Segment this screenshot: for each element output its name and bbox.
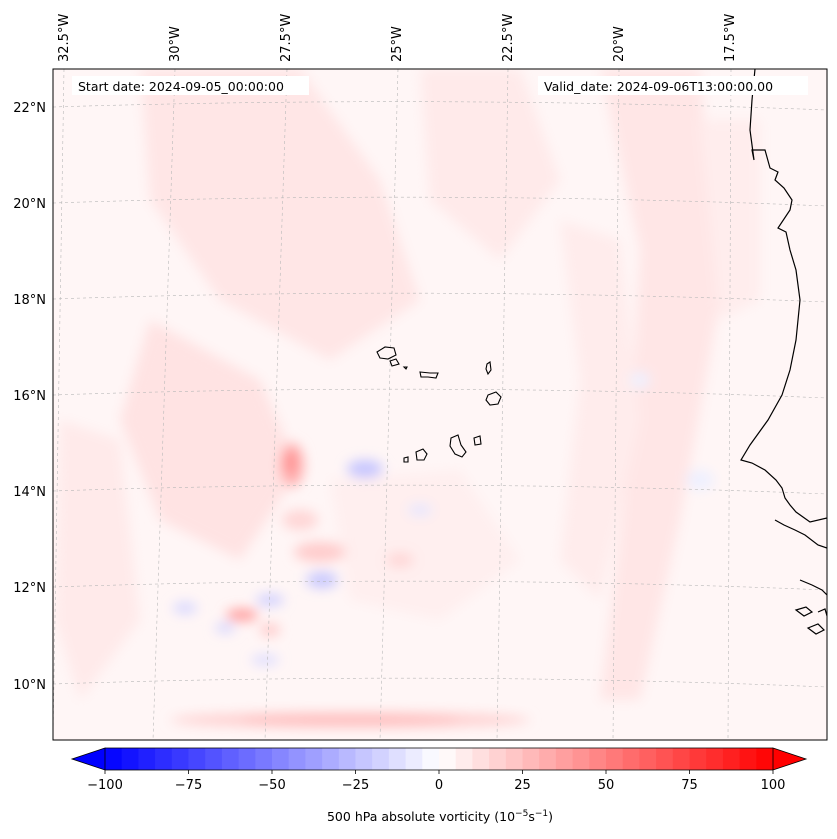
colorbar-bin — [455, 748, 473, 770]
colorbar-tick-label: 75 — [681, 778, 698, 793]
island-maio — [473, 435, 482, 446]
start-date-label: Start date: 2024-09-05_00:00:00 — [78, 79, 284, 94]
start-date-box — [72, 76, 309, 95]
colorbar-tick-label: −25 — [342, 778, 369, 793]
colorbar-bin — [238, 748, 256, 770]
lon-label-25w: 25°W — [390, 26, 405, 62]
colorbar-tick-label: 0 — [435, 778, 443, 793]
colorbar-tick-label: −75 — [175, 778, 202, 793]
vorticity-field — [55, 69, 760, 728]
cape-verde-islands — [376, 346, 502, 463]
colorbar-bin — [439, 748, 457, 770]
lat-label-18n: 18°N — [13, 293, 46, 308]
island-boa-vista — [485, 391, 502, 406]
colorbar-bin — [171, 748, 190, 770]
african-coastline — [740, 69, 827, 635]
colorbar-bin — [706, 748, 724, 770]
colorbar-bin — [606, 748, 624, 770]
colorbar-bin — [255, 748, 273, 770]
island-fogo — [415, 448, 428, 461]
colorbar-bin — [622, 748, 640, 770]
colorbar-bin — [205, 748, 223, 770]
colorbar-bin — [422, 748, 440, 770]
colorbar-bin — [539, 748, 557, 770]
colorbar-bin — [121, 748, 139, 770]
coastline-guinea — [799, 579, 827, 596]
lon-label-30w: 30°W — [168, 26, 183, 62]
colorbar-bin — [338, 748, 357, 770]
colorbar-bin — [355, 748, 373, 770]
island-sao-vicente — [389, 358, 400, 367]
island-santiago — [449, 434, 467, 458]
latitude-labels: 22°N 20°N 18°N 16°N 14°N 12°N 10°N — [13, 101, 46, 693]
coastline-guinea-bissau — [774, 519, 827, 549]
map-panel — [53, 69, 827, 740]
lat-label-16n: 16°N — [13, 389, 46, 404]
map-frame — [52, 68, 828, 741]
colorbar-bin — [522, 748, 540, 770]
valid-date-box — [538, 76, 808, 95]
colorbar-tick-label: 50 — [598, 778, 615, 793]
colorbar-bin — [188, 748, 206, 770]
colorbar-bin — [672, 748, 691, 770]
island-sal — [485, 361, 492, 376]
lat-label-10n: 10°N — [13, 678, 46, 693]
colorbar-tick-label: 25 — [514, 778, 531, 793]
colorbar-bin — [472, 748, 490, 770]
colorbar-bin — [489, 748, 507, 770]
colorbar-tick-label: 100 — [761, 778, 786, 793]
lon-label-22-5w: 22.5°W — [501, 14, 516, 62]
colorbar-tick-label: −50 — [258, 778, 285, 793]
colorbar-bin — [138, 748, 156, 770]
longitude-labels: 32.5°W 30°W 27.5°W 25°W 22.5°W 20°W 17.5… — [57, 14, 738, 62]
colorbar-bin — [722, 748, 741, 770]
colorbar-bins — [105, 748, 774, 770]
colorbar-bin — [656, 748, 674, 770]
valid-date-label: Valid_date: 2024-09-06T13:00:00.00 — [544, 79, 773, 94]
colorbar-bin — [388, 748, 407, 770]
bissagos-islands — [794, 606, 827, 635]
colorbar-bin — [505, 748, 524, 770]
colorbar-extend-min — [70, 747, 106, 771]
colorbar: −100 −75 −50 −25 0 25 50 75 100 500 hPa absolute… — [70, 747, 808, 824]
colorbar-bin — [155, 748, 173, 770]
coastline-mauritania-senegal — [740, 69, 827, 523]
colorbar-bin — [288, 748, 306, 770]
island-brava — [403, 456, 409, 463]
island-santo-antao — [376, 346, 397, 360]
lon-label-20w: 20°W — [612, 26, 627, 62]
lon-label-17-5w: 17.5°W — [723, 14, 738, 62]
colorbar-bin — [639, 748, 657, 770]
island-sao-nicolau — [419, 371, 439, 379]
colorbar-bin — [372, 748, 390, 770]
colorbar-bin — [405, 748, 423, 770]
colorbar-bin — [572, 748, 590, 770]
lon-label-32-5w: 32.5°W — [57, 14, 72, 62]
graticule — [53, 69, 827, 740]
lat-label-20n: 20°N — [13, 197, 46, 212]
lat-label-14n: 14°N — [13, 485, 46, 500]
colorbar-extend-max — [772, 747, 808, 771]
colorbar-bin — [589, 748, 607, 770]
colorbar-bin — [739, 748, 757, 770]
colorbar-ticks: −100 −75 −50 −25 0 25 50 75 100 — [87, 770, 785, 793]
colorbar-bin — [272, 748, 290, 770]
lat-label-22n: 22°N — [13, 101, 46, 116]
island-santa-luzia — [402, 366, 408, 370]
colorbar-label: 500 hPa absolute vorticity (10−5s−1) — [327, 809, 553, 824]
lon-label-27-5w: 27.5°W — [279, 14, 294, 62]
colorbar-bin — [105, 748, 123, 770]
colorbar-bin — [689, 748, 707, 770]
colorbar-bin — [322, 748, 340, 770]
colorbar-tick-label: −100 — [87, 778, 123, 793]
colorbar-bin — [756, 748, 774, 770]
colorbar-bin — [555, 748, 574, 770]
colorbar-bin — [305, 748, 323, 770]
colorbar-bin — [221, 748, 240, 770]
header-labels: Start date: 2024-09-05_00:00:00 Valid_da… — [72, 76, 808, 95]
lat-label-12n: 12°N — [13, 581, 46, 596]
